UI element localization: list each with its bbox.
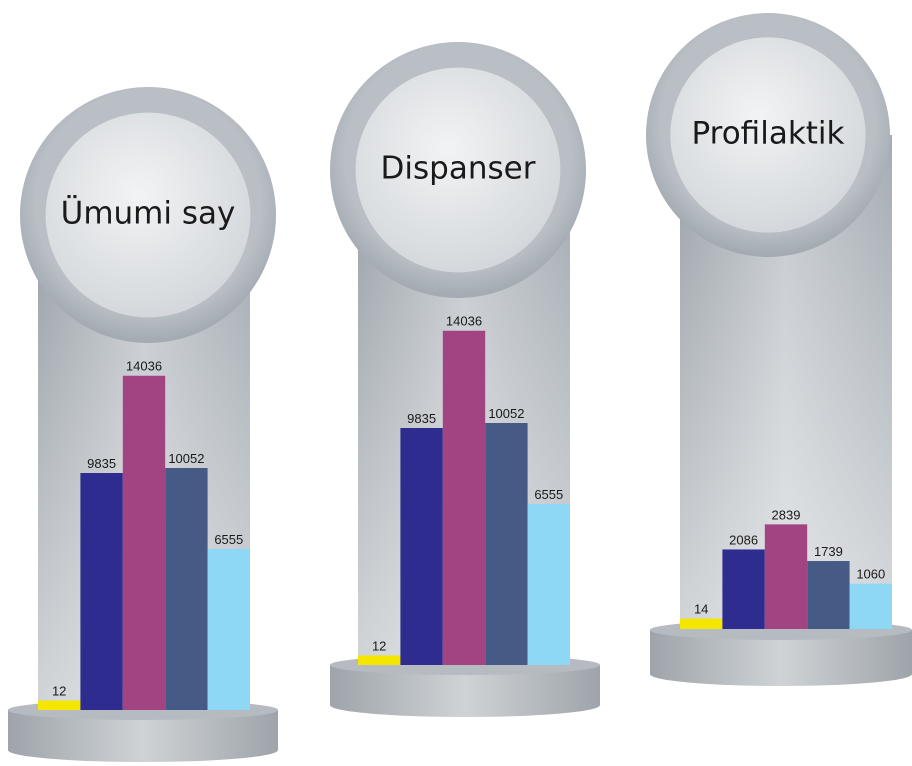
title-disc xyxy=(670,37,866,233)
value-label: 1060 xyxy=(856,567,885,582)
bar xyxy=(442,330,486,665)
bar xyxy=(38,700,81,710)
bar xyxy=(527,503,570,665)
chart-title: Dispanser xyxy=(381,151,536,187)
value-label: 14 xyxy=(694,602,708,617)
value-label: 14036 xyxy=(446,314,482,329)
pedestal-base-bottom xyxy=(650,662,912,686)
title-disc xyxy=(45,112,251,318)
value-label: 1739 xyxy=(814,544,843,559)
bar xyxy=(358,655,401,665)
bar xyxy=(722,549,765,629)
chart-title: Profilaktik xyxy=(692,116,845,152)
value-label: 9835 xyxy=(407,411,436,426)
bar xyxy=(680,618,723,629)
value-label: 10052 xyxy=(488,406,524,421)
chart-title: Ümumi say xyxy=(61,195,236,232)
bar xyxy=(764,524,808,629)
bar xyxy=(165,467,208,710)
value-label: 2839 xyxy=(772,507,801,522)
pedestal-base-bottom xyxy=(8,738,278,762)
value-label: 14036 xyxy=(126,359,162,374)
value-label: 12 xyxy=(372,638,386,653)
value-label: 2086 xyxy=(729,532,758,547)
value-label: 6555 xyxy=(534,487,563,502)
bar xyxy=(122,375,166,710)
title-disc xyxy=(355,67,561,273)
value-label: 10052 xyxy=(168,451,204,466)
bar xyxy=(80,473,123,710)
bar xyxy=(400,428,443,665)
bar xyxy=(207,548,250,710)
bar xyxy=(807,561,850,629)
value-label: 9835 xyxy=(87,456,116,471)
pedestal-base-bottom xyxy=(330,693,600,717)
value-label: 12 xyxy=(52,683,66,698)
bar xyxy=(485,422,528,665)
value-label: 6555 xyxy=(214,532,243,547)
bar xyxy=(849,583,892,629)
